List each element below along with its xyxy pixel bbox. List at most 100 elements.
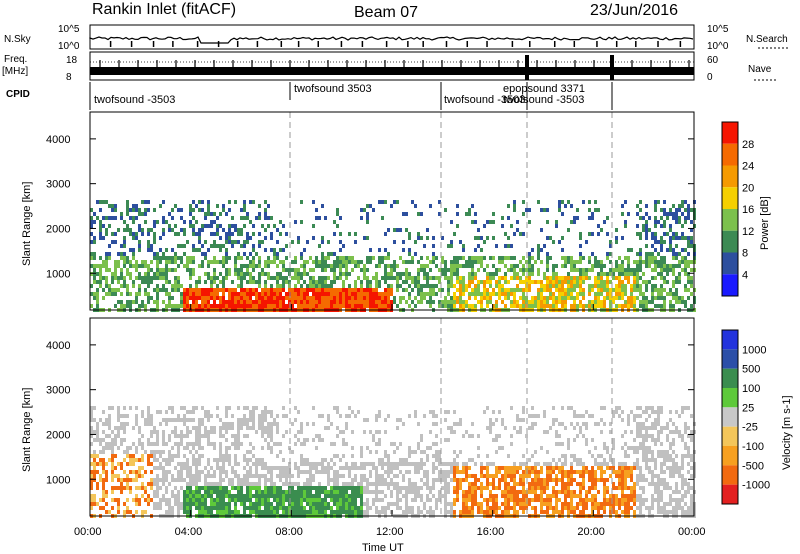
power-cell — [123, 240, 126, 244]
velocity-cell — [510, 474, 513, 478]
velocity-cell — [543, 482, 546, 486]
velocity-cell — [210, 498, 213, 502]
velocity-cell — [222, 470, 225, 474]
velocity-cell — [597, 502, 600, 506]
power-cell — [627, 272, 630, 276]
velocity-cell — [396, 474, 399, 478]
velocity-cell — [486, 482, 489, 486]
power-cell — [204, 300, 207, 304]
power-cell — [357, 300, 360, 304]
velocity-cell — [468, 474, 471, 478]
power-cell — [459, 264, 462, 268]
power-cell — [309, 280, 312, 284]
velocity-cell — [555, 434, 558, 438]
velocity-cell — [126, 510, 129, 514]
velocity-cell — [192, 490, 195, 494]
velocity-cell — [345, 498, 348, 502]
power-cell — [159, 204, 162, 208]
velocity-cell — [216, 482, 219, 486]
power-cell — [594, 296, 597, 300]
velocity-cell — [321, 502, 324, 506]
power-cell — [363, 300, 366, 304]
power-cell — [564, 264, 567, 268]
velocity-cell — [246, 486, 249, 490]
power-cell — [456, 288, 459, 292]
velocity-cell — [495, 502, 498, 506]
power-cell — [318, 260, 321, 264]
power-cell — [123, 252, 126, 256]
velocity-cell — [558, 498, 561, 502]
power-cell — [150, 228, 153, 232]
power-cell — [558, 280, 561, 284]
power-cell — [174, 224, 177, 228]
velocity-cell — [486, 470, 489, 474]
power-cell — [162, 256, 165, 260]
velocity-cell — [147, 462, 150, 466]
velocity-cell — [582, 474, 585, 478]
velocity-cell — [228, 490, 231, 494]
power-cell — [99, 256, 102, 260]
power-cell — [486, 220, 489, 224]
power-cell — [285, 232, 288, 236]
velocity-cell — [591, 454, 594, 458]
power-cell — [198, 280, 201, 284]
power-cell — [300, 288, 303, 292]
velocity-cell — [495, 510, 498, 514]
power-cell — [129, 300, 132, 304]
velocity-cell — [156, 474, 159, 478]
power-cell — [690, 276, 693, 280]
power-cell — [393, 240, 396, 244]
velocity-cell — [480, 510, 483, 514]
velocity-cell — [570, 498, 573, 502]
power-cell — [582, 280, 585, 284]
velocity-cell — [252, 410, 255, 414]
velocity-cell — [147, 410, 150, 414]
velocity-cell — [501, 478, 504, 482]
velocity-cell — [135, 502, 138, 506]
power-cell — [621, 288, 624, 292]
velocity-cell — [162, 478, 165, 482]
power-cell — [675, 276, 678, 280]
velocity-cell — [96, 426, 99, 430]
power-cell — [597, 272, 600, 276]
power-cell — [618, 264, 621, 268]
velocity-cell — [297, 466, 300, 470]
power-cell — [156, 256, 159, 260]
velocity-cell — [360, 454, 363, 458]
power-cell — [195, 292, 198, 296]
power-cell — [330, 300, 333, 304]
power-cell — [189, 208, 192, 212]
velocity-cell — [429, 410, 432, 414]
velocity-cell — [126, 482, 129, 486]
power-cell — [264, 216, 267, 220]
power-cell — [552, 296, 555, 300]
velocity-cell — [468, 498, 471, 502]
power-cell — [153, 252, 156, 256]
power-cell — [510, 288, 513, 292]
velocity-cell — [609, 458, 612, 462]
velocity-cell — [240, 422, 243, 426]
velocity-cell — [294, 506, 297, 510]
velocity-cell — [459, 418, 462, 422]
power-cell — [279, 304, 282, 308]
power-cell — [594, 276, 597, 280]
velocity-cell — [489, 506, 492, 510]
velocity-cell — [189, 498, 192, 502]
velocity-cell — [555, 510, 558, 514]
velocity-cell — [168, 462, 171, 466]
power-cell — [156, 272, 159, 276]
velocity-cell — [273, 490, 276, 494]
power-cell — [432, 244, 435, 248]
power-cell — [660, 292, 663, 296]
velocity-cell — [126, 486, 129, 490]
velocity-cell — [285, 482, 288, 486]
velocity-cell — [219, 426, 222, 430]
velocity-cell — [219, 446, 222, 450]
power-cell — [339, 288, 342, 292]
velocity-cell — [192, 462, 195, 466]
velocity-cell — [165, 442, 168, 446]
power-cell — [567, 296, 570, 300]
power-cell — [684, 200, 687, 204]
velocity-cell — [171, 410, 174, 414]
power-cell — [651, 300, 654, 304]
